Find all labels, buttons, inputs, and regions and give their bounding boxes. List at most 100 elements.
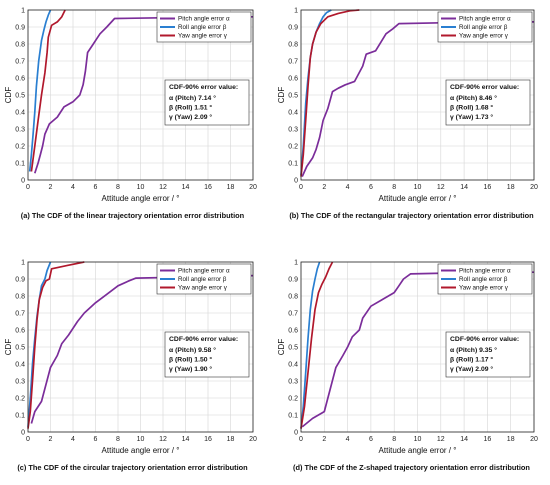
annotation-box: CDF-90% error value: α (Pitch) 9.35 ° β (R… (445, 331, 531, 378)
x-tick-label: 14 (460, 436, 468, 443)
legend-label: Yaw angle error γ (178, 285, 228, 292)
annotation-frame (445, 331, 531, 378)
annotation-line: α (Pitch) 9.35 ° (450, 346, 497, 354)
annotation-box: CDF-90% error value: α (Pitch) 8.46 ° β (R… (445, 79, 531, 126)
y-tick-label: 0.1 (15, 161, 25, 168)
annotation-line: α (Pitch) 9.58 ° (169, 346, 216, 354)
y-tick-label: 0.5 (288, 93, 298, 100)
series-line-pitch (301, 271, 535, 428)
y-tick-label: 0.5 (15, 345, 25, 352)
series-line-pitch (33, 15, 254, 174)
annotation-line: γ (Yaw) 1.73 ° (450, 113, 493, 121)
legend-label: Pitch angle error α (459, 268, 511, 275)
legend-label: Pitch angle error α (178, 16, 230, 23)
axes-frame (300, 261, 535, 433)
x-tick-label: 2 (49, 436, 53, 443)
x-tick-label: 10 (137, 184, 145, 191)
y-tick-label: 0.9 (15, 25, 25, 32)
legend-label: Roll angle error β (178, 24, 227, 31)
x-tick-label: 20 (530, 184, 538, 191)
x-tick-label: 4 (346, 436, 350, 443)
x-tick-label: 18 (227, 436, 235, 443)
x-tick-label: 18 (507, 436, 515, 443)
series-line-yaw (300, 261, 334, 429)
y-axis-label: CDF (4, 339, 13, 356)
annotation-line: β (Roll) 1.68 ° (450, 104, 493, 112)
x-tick-label: 14 (182, 184, 190, 191)
annotation-title: CDF-90% error value: (169, 336, 238, 343)
x-tick-label: 12 (437, 184, 445, 191)
x-tick-label: 14 (182, 436, 190, 443)
x-axis-label: Attitude angle error / ° (102, 446, 180, 455)
x-tick-label: 16 (204, 436, 212, 443)
annotation-line: α (Pitch) 7.14 ° (169, 94, 216, 102)
x-tick-label: 14 (460, 184, 468, 191)
x-tick-label: 16 (484, 184, 492, 191)
x-tick-label: 2 (49, 184, 53, 191)
y-tick-label: 0.2 (288, 144, 298, 151)
y-tick-label: 0.2 (15, 396, 25, 403)
y-tick-label: 0 (21, 178, 25, 185)
axes-frame (300, 9, 535, 181)
y-tick-label: 0.5 (288, 345, 298, 352)
y-tick-label: 0.7 (15, 311, 25, 318)
y-tick-label: 0.1 (288, 161, 298, 168)
x-tick-label: 18 (507, 184, 515, 191)
y-tick-label: 0.4 (15, 110, 25, 117)
y-tick-label: 0 (294, 430, 298, 437)
y-tick-label: 0.5 (15, 93, 25, 100)
x-tick-label: 0 (26, 184, 30, 191)
annotation-line: β (Roll) 1.51 ° (169, 104, 212, 112)
y-tick-label: 0.9 (288, 277, 298, 284)
y-tick-label: 0.6 (288, 328, 298, 335)
panel-caption: (d) The CDF of the Z-shaped trajectory o… (293, 463, 530, 472)
annotation-frame (445, 79, 531, 126)
annotation-frame (164, 331, 250, 378)
y-tick-label: 1 (21, 260, 25, 267)
x-tick-label: 6 (94, 184, 98, 191)
annotation-frame (164, 79, 250, 126)
chart-panel-4: 0 2 4 6 8 10 12 14 16 18 20 0 0.1 0.2 0.3 0.4 0.5 0.6 0.7 0… (277, 260, 538, 473)
legend-label: Yaw angle error γ (459, 285, 509, 292)
x-axis-label: Attitude angle error / ° (379, 446, 457, 455)
x-tick-label: 4 (71, 184, 75, 191)
y-tick-label: 0.9 (15, 277, 25, 284)
series-line-roll (300, 261, 321, 429)
x-tick-label: 0 (26, 436, 30, 443)
y-tick-label: 0.3 (288, 127, 298, 134)
y-axis-label: CDF (277, 339, 286, 356)
x-axis-label: Attitude angle error / ° (102, 194, 180, 203)
x-tick-label: 6 (94, 436, 98, 443)
x-tick-label: 18 (227, 184, 235, 191)
annotation-line: γ (Yaw) 2.09 ° (169, 113, 212, 121)
x-tick-label: 10 (414, 436, 422, 443)
legend-label: Pitch angle error α (459, 16, 511, 23)
x-tick-label: 20 (249, 184, 257, 191)
y-tick-label: 1 (21, 8, 25, 15)
y-axis-label: CDF (4, 87, 13, 104)
x-tick-label: 12 (437, 436, 445, 443)
y-tick-label: 0.1 (15, 413, 25, 420)
annotation-line: γ (Yaw) 2.09 ° (450, 365, 493, 373)
x-tick-label: 10 (414, 184, 422, 191)
axes-frame (27, 261, 254, 433)
y-tick-label: 0.6 (15, 328, 25, 335)
annotation-line: β (Roll) 1.17 ° (450, 356, 493, 364)
y-tick-label: 1 (294, 260, 298, 267)
y-tick-label: 0 (294, 178, 298, 185)
series-line-roll (28, 9, 52, 172)
y-tick-label: 0.8 (288, 294, 298, 301)
panel-caption: (a) The CDF of the linear trajectory ori… (21, 211, 245, 220)
y-tick-label: 0.8 (288, 42, 298, 49)
x-tick-label: 6 (369, 184, 373, 191)
y-tick-label: 0.2 (288, 396, 298, 403)
x-tick-label: 6 (369, 436, 373, 443)
x-tick-label: 4 (71, 436, 75, 443)
legend-label: Roll angle error β (459, 24, 508, 31)
y-tick-label: 0.4 (288, 110, 298, 117)
x-tick-label: 16 (204, 184, 212, 191)
